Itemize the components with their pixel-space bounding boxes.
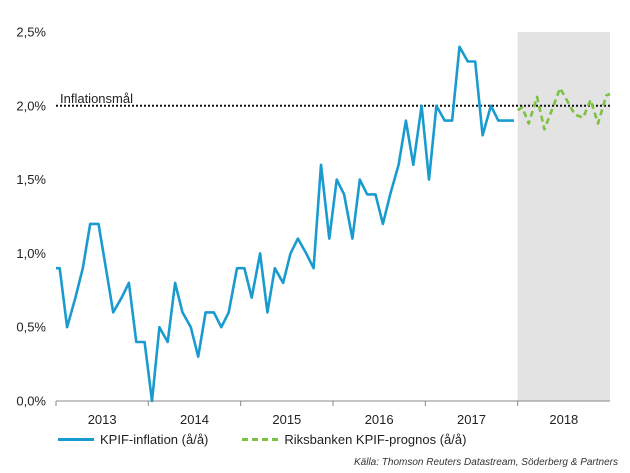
series-line-kpif-forecast	[517, 86, 611, 131]
x-tick-label: 2013	[88, 412, 117, 427]
x-tick-label: 2014	[180, 412, 209, 427]
legend: KPIF-inflation (å/å) Riksbanken KPIF-pro…	[58, 432, 500, 447]
legend-item-kpif-inflation: KPIF-inflation (å/å)	[58, 432, 208, 447]
legend-label-kpif-forecast: Riksbanken KPIF-prognos (å/å)	[284, 432, 467, 447]
x-tick-label: 2017	[457, 412, 486, 427]
series-line-kpif-inflation	[56, 45, 514, 403]
y-tick-label: 0,0%	[16, 394, 46, 409]
x-tick-labels: 2013 2014 2015 2016 2017 2018	[88, 412, 579, 427]
legend-swatch-dashed	[242, 438, 279, 441]
y-tick-label: 2,5%	[16, 25, 46, 40]
y-tick-label: 1,0%	[16, 246, 46, 261]
y-tick-label: 0,5%	[16, 320, 46, 335]
x-tick-label: 2016	[365, 412, 394, 427]
y-tick-label: 1,5%	[16, 172, 46, 187]
x-tick-label: 2015	[272, 412, 301, 427]
chart: 0,0%0,5%1,0%1,5%2,0%2,5% 2013 2014 2015 201…	[16, 25, 611, 427]
legend-item-kpif-forecast: Riksbanken KPIF-prognos (å/å)	[242, 432, 466, 447]
x-tick-marks	[55, 401, 519, 406]
x-tick-label: 2018	[549, 412, 578, 427]
y-tick-label: 2,0%	[16, 98, 46, 113]
source-note: Källa: Thomson Reuters Datastream, Söder…	[353, 457, 618, 468]
target-label: Inflationsmål	[60, 91, 133, 106]
forecast-region	[517, 32, 610, 401]
legend-label-kpif-inflation: KPIF-inflation (å/å)	[100, 432, 209, 447]
y-tick-labels: 0,0% 0,5% 1,0% 1,5% 2,0% 2,5%	[16, 25, 46, 409]
legend-swatch-solid	[58, 438, 94, 441]
